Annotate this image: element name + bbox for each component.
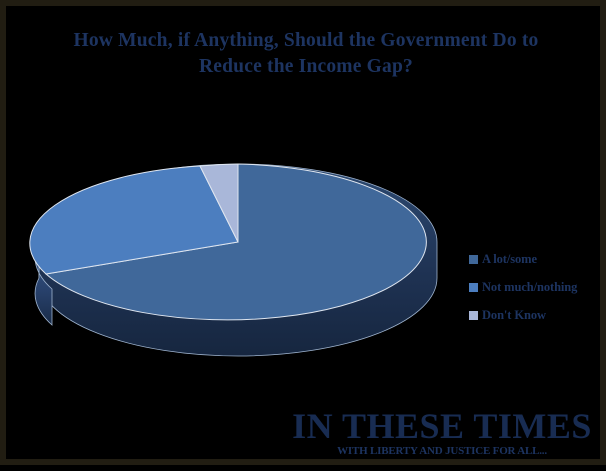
legend-label: Don't Know <box>482 308 546 322</box>
masthead-title: IN THESE TIMES <box>292 406 592 446</box>
pie-slice-a-lot-some <box>44 163 427 321</box>
legend-item-dont-know[interactable]: Don't Know <box>469 308 606 323</box>
masthead: IN THESE TIMES WITH LIBERTY AND JUSTICE … <box>292 406 592 458</box>
chart-legend: A lot/some Not much/nothing Don't Know <box>469 252 606 336</box>
legend-swatch-icon <box>469 255 478 264</box>
legend-label: A lot/some <box>482 252 537 266</box>
pie-chart-svg <box>29 163 438 357</box>
page-title: How Much, if Anything, Should the Govern… <box>73 30 539 77</box>
masthead-tagline: WITH LIBERTY AND JUSTICE FOR ALL... <box>337 445 547 457</box>
legend-swatch-icon <box>469 283 478 292</box>
pie-slice-not-much-nothing <box>29 165 239 275</box>
legend-item-not-much-nothing[interactable]: Not much/nothing <box>469 280 606 295</box>
legend-label: Not much/nothing <box>482 280 578 294</box>
legend-swatch-icon <box>469 311 478 320</box>
pie-chart-3d <box>6 6 606 471</box>
legend-item-a-lot-some[interactable]: A lot/some <box>469 252 606 267</box>
pie-slice-dont-know <box>199 163 239 243</box>
